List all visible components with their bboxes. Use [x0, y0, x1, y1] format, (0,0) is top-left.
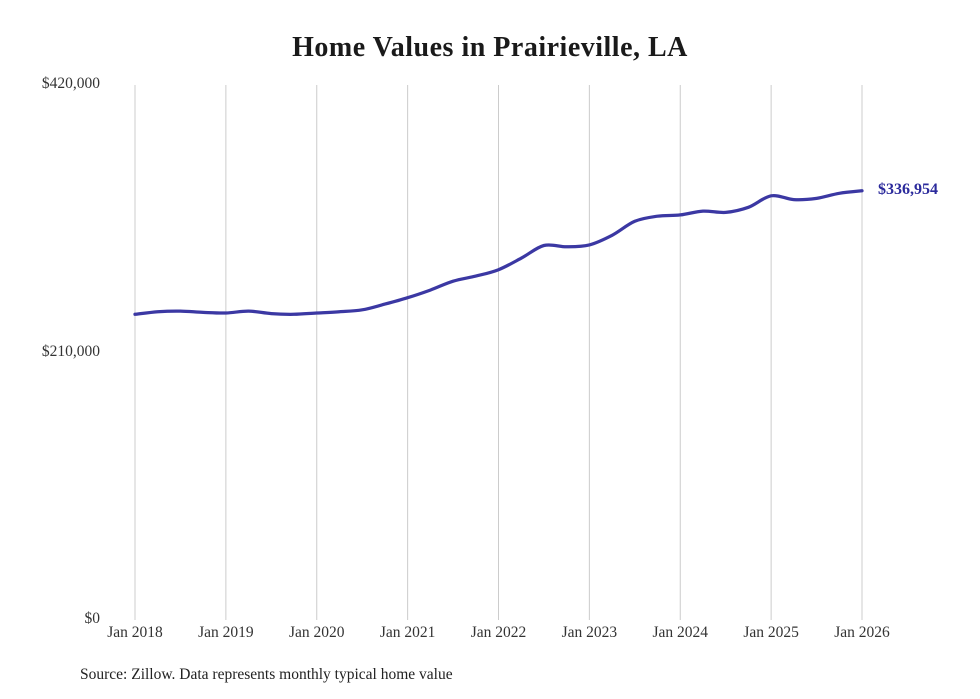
chart-title: Home Values in Prairieville, LA: [292, 32, 688, 63]
x-tick-label: Jan 2026: [834, 624, 890, 641]
x-tick-label: Jan 2019: [198, 624, 254, 641]
x-tick-label: Jan 2020: [288, 624, 345, 641]
series-line-home-values: [133, 189, 864, 316]
y-tick-label: $420,000: [41, 75, 100, 92]
x-tick-label: Jan 2023: [561, 624, 618, 641]
end-value-label: $336,954: [878, 180, 938, 198]
source-note: Source: Zillow. Data represents monthly …: [80, 666, 453, 683]
x-tick-label: Jan 2025: [743, 624, 799, 641]
x-tick-label: Jan 2024: [652, 624, 709, 641]
x-tick-label: Jan 2018: [107, 624, 163, 641]
y-tick-label: $0: [84, 610, 101, 627]
x-tick-label: Jan 2021: [379, 624, 436, 641]
y-tick-label: $210,000: [41, 342, 100, 360]
x-tick-label: Jan 2022: [470, 624, 527, 641]
